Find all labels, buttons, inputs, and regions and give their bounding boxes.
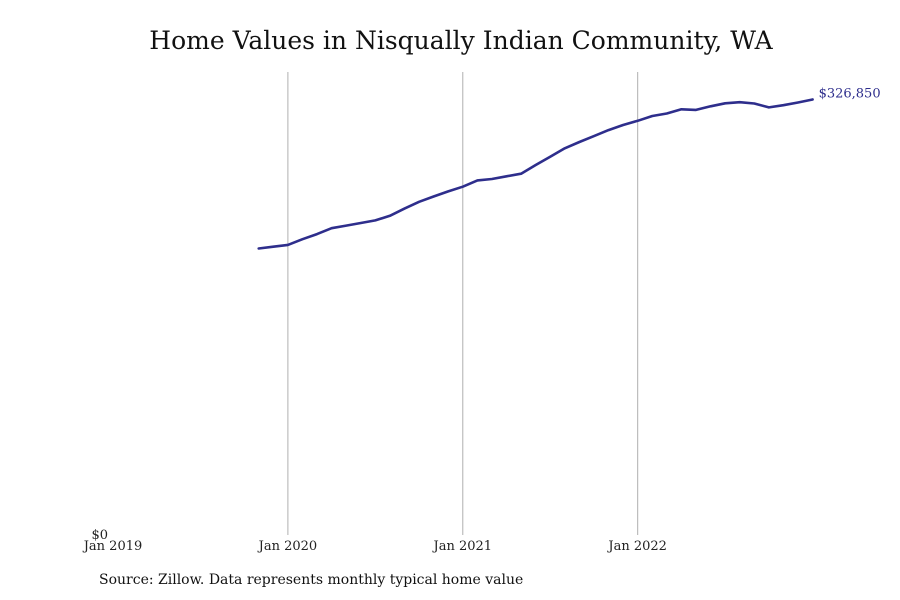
data-point bbox=[258, 247, 260, 249]
data-point bbox=[272, 246, 274, 248]
data-point bbox=[549, 156, 551, 158]
data-point bbox=[578, 141, 580, 143]
data-point bbox=[389, 215, 391, 217]
data-point bbox=[462, 185, 464, 187]
source-note: Source: Zillow. Data represents monthly … bbox=[99, 572, 524, 588]
data-point bbox=[374, 219, 376, 221]
data-point bbox=[403, 207, 405, 209]
data-point bbox=[447, 190, 449, 192]
data-point bbox=[695, 109, 697, 111]
data-point bbox=[345, 224, 347, 226]
data-point bbox=[360, 222, 362, 224]
data-point bbox=[636, 120, 638, 122]
x-tick-label: Jan 2022 bbox=[606, 539, 667, 554]
data-point bbox=[666, 112, 668, 114]
end-value-label: $326,850 bbox=[819, 87, 881, 102]
data-point bbox=[593, 135, 595, 137]
data-point bbox=[301, 238, 303, 240]
data-point bbox=[505, 175, 507, 177]
data-point bbox=[739, 101, 741, 103]
chart-title: Home Values in Nisqually Indian Communit… bbox=[149, 26, 773, 55]
data-point bbox=[709, 105, 711, 107]
x-tick-label: Jan 2021 bbox=[432, 539, 493, 554]
data-point bbox=[491, 178, 493, 180]
data-point bbox=[724, 102, 726, 104]
data-point bbox=[622, 124, 624, 126]
data-point bbox=[811, 98, 813, 100]
data-point bbox=[476, 179, 478, 181]
x-tick-label: Jan 2019 bbox=[82, 539, 143, 554]
data-point bbox=[330, 227, 332, 229]
series-line bbox=[257, 98, 814, 250]
data-point bbox=[768, 106, 770, 108]
data-point bbox=[680, 108, 682, 110]
y-tick-label: $0 bbox=[91, 528, 108, 543]
data-point bbox=[753, 102, 755, 104]
data-point bbox=[418, 201, 420, 203]
data-point bbox=[534, 164, 536, 166]
data-point bbox=[782, 104, 784, 106]
data-point bbox=[607, 129, 609, 131]
data-point bbox=[520, 173, 522, 175]
data-point bbox=[316, 233, 318, 235]
data-point bbox=[651, 115, 653, 117]
data-point bbox=[287, 244, 289, 246]
data-point bbox=[797, 101, 799, 103]
data-point bbox=[564, 147, 566, 149]
x-tick-label: Jan 2020 bbox=[257, 539, 318, 554]
data-point bbox=[432, 195, 434, 197]
